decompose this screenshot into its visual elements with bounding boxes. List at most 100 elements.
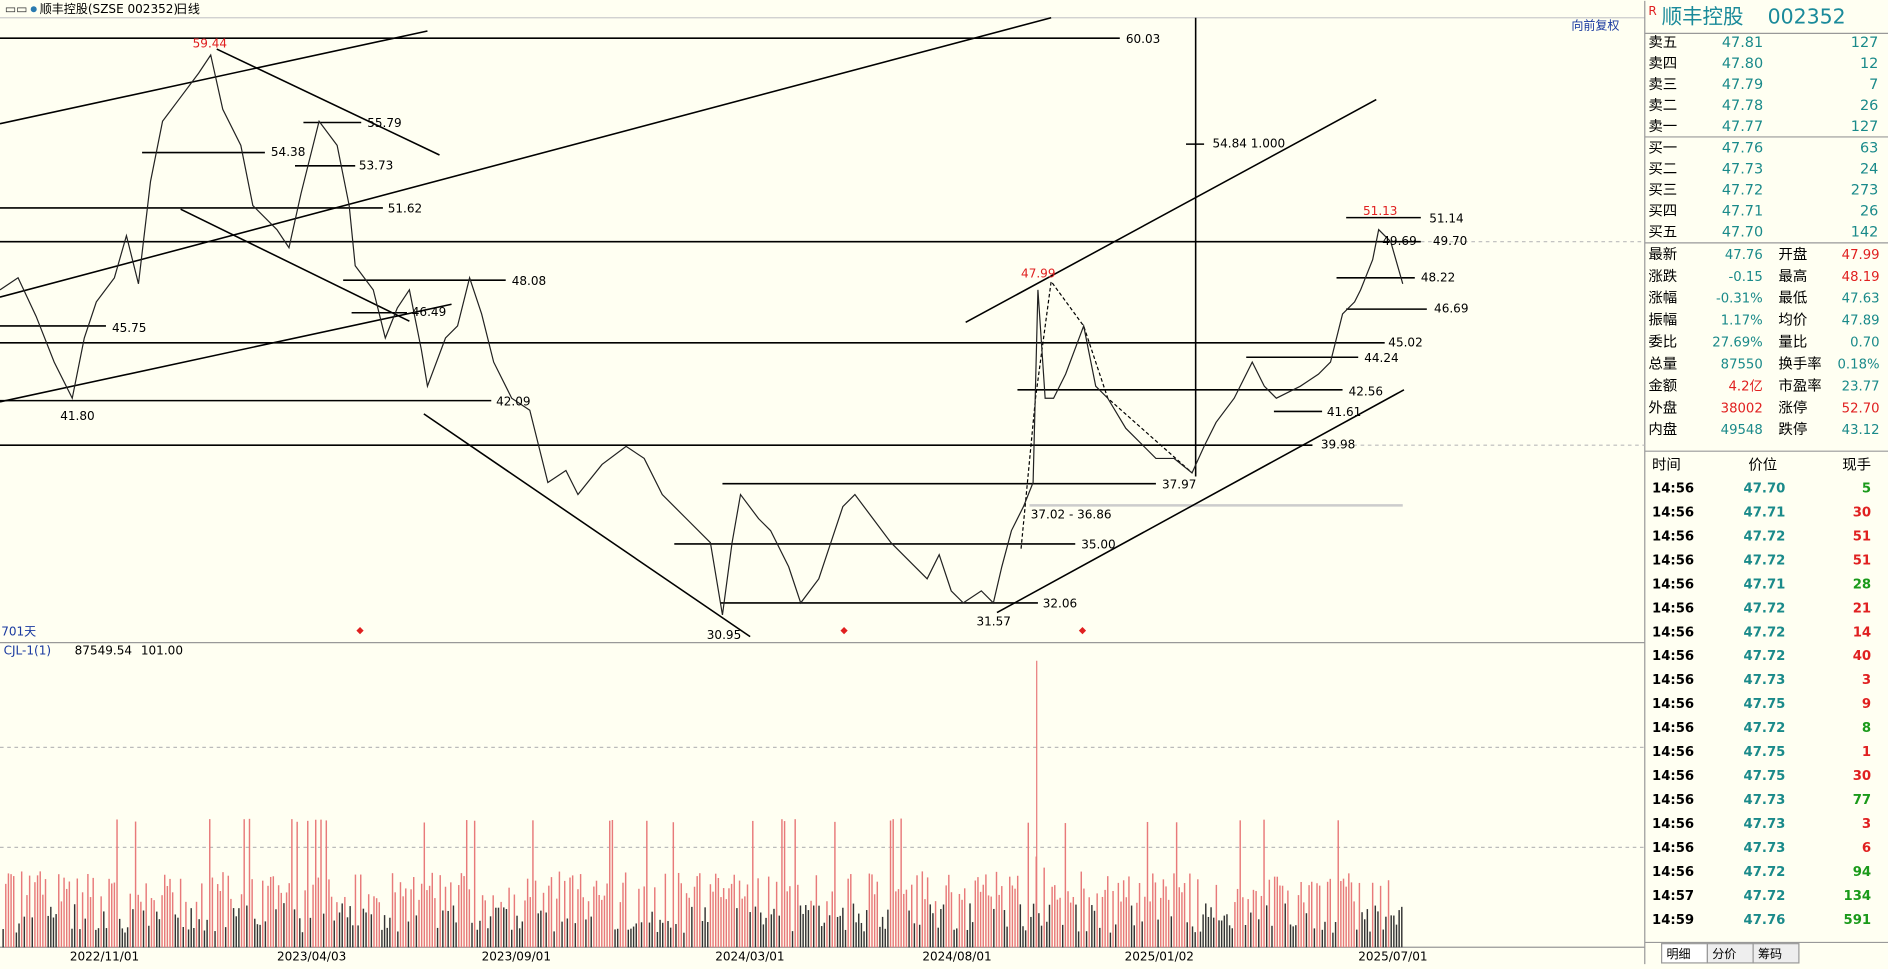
volume-bar — [1345, 886, 1347, 948]
volume-bar — [518, 928, 521, 948]
trade-price: 47.73 — [1744, 817, 1786, 832]
volume-bar — [1353, 901, 1355, 948]
volume-bar — [831, 891, 833, 948]
volume-bar — [314, 819, 317, 948]
volume-bar — [1040, 925, 1043, 948]
volume-bar — [163, 874, 166, 948]
volume-bar — [942, 904, 945, 948]
depth-label: 买一 — [1648, 139, 1677, 156]
volume-bar — [288, 883, 290, 948]
depth-volume: 26 — [1860, 203, 1878, 219]
price-label: 37.02 - 36.86 — [1031, 508, 1112, 522]
trade-price: 47.72 — [1744, 625, 1786, 640]
tab-label[interactable]: 明细 — [1666, 947, 1690, 961]
volume-bar — [622, 882, 624, 948]
tab-label[interactable]: 分价 — [1712, 947, 1736, 961]
volume-bar — [765, 917, 767, 948]
volume-bar — [383, 915, 386, 948]
stat-label: 总量 — [1648, 356, 1677, 373]
volume-bar — [1014, 888, 1016, 948]
volume-bar — [1340, 881, 1342, 948]
volume-bar — [1197, 879, 1199, 948]
stat-label: 量比 — [1778, 334, 1807, 351]
trade-price: 47.76 — [1744, 913, 1786, 928]
volume-bar — [900, 818, 902, 948]
volume-bar — [1165, 886, 1167, 948]
trade-time: 14:56 — [1652, 769, 1694, 784]
stat-value: 0.70 — [1850, 336, 1879, 351]
volume-bar — [243, 819, 245, 948]
price-label: 51.14 — [1429, 211, 1463, 225]
volume-bar — [320, 819, 322, 948]
stat-label: 涨跌 — [1648, 268, 1677, 285]
volume-bar — [1321, 929, 1324, 948]
volume-bar — [696, 876, 698, 948]
volume-bar — [1300, 881, 1302, 948]
tab[interactable] — [1752, 943, 1800, 964]
stat-value: -0.31% — [1716, 292, 1763, 307]
volume-bar — [1395, 924, 1398, 948]
volume-bar — [285, 892, 288, 948]
volume-bar — [985, 874, 987, 948]
volume-bar — [786, 891, 788, 948]
volume-bar — [640, 922, 643, 948]
volume-bar — [775, 881, 778, 948]
volume-bar — [455, 922, 457, 948]
volume-bar — [632, 926, 635, 948]
volume-bar — [545, 912, 547, 948]
window-icon: ▭▭ — [5, 2, 28, 16]
restore-mode[interactable]: 向前复权 — [1571, 18, 1619, 33]
volume-bar — [961, 899, 963, 948]
trade-time: 14:56 — [1652, 673, 1694, 688]
volume-bar — [1067, 891, 1069, 948]
volume-bar — [778, 915, 781, 948]
volume-bar — [452, 905, 455, 948]
volume-bar — [232, 908, 235, 948]
volume-bar — [169, 878, 171, 948]
volume-bar — [42, 894, 44, 948]
volume-bar — [216, 884, 219, 948]
volume-bar — [113, 882, 116, 948]
volume-bar — [820, 926, 823, 948]
volume-bar — [876, 881, 879, 948]
volume-bar — [1088, 897, 1090, 948]
volume-bar — [206, 919, 208, 948]
volume-bar — [836, 916, 839, 948]
volume-bar — [929, 904, 931, 948]
volume-bar — [691, 906, 693, 948]
volume-bar — [1220, 920, 1223, 948]
volume-bar — [574, 923, 577, 948]
price-label: 48.08 — [512, 274, 546, 288]
depth-label: 卖三 — [1648, 76, 1677, 93]
volume-bar — [651, 911, 653, 948]
volume-bar — [934, 901, 937, 948]
volume-bar — [161, 895, 163, 948]
volume-bar — [174, 914, 177, 948]
trend-line — [0, 16, 1052, 298]
volume-bar — [209, 819, 211, 948]
volume-bar — [1186, 922, 1188, 948]
trade-volume: 28 — [1853, 577, 1871, 592]
volume-bar — [1239, 820, 1241, 948]
volume-bar — [307, 820, 309, 948]
volume-bar — [407, 921, 410, 948]
volume-bar — [1401, 906, 1403, 948]
volume-bar — [1194, 932, 1196, 948]
volume-bar — [185, 901, 187, 948]
volume-bar — [521, 921, 524, 948]
volume-bar — [1141, 921, 1143, 948]
price-label: 49.70 — [1433, 234, 1467, 248]
volume-bar — [97, 928, 100, 948]
volume-bar — [945, 885, 947, 948]
period[interactable]: 日线 — [176, 2, 200, 16]
volume-bar — [1077, 931, 1080, 948]
volume-bar — [693, 886, 696, 948]
volume-bar — [627, 929, 630, 948]
depth-label: 买二 — [1648, 160, 1677, 177]
toolbar — [0, 0, 1645, 18]
indicator-name[interactable]: CJL-1(1) — [4, 644, 51, 658]
date-label: 2024/08/01 — [922, 949, 991, 963]
tab-label[interactable]: 筹码 — [1758, 947, 1782, 961]
volume-bar — [301, 932, 304, 948]
volume-bar — [397, 931, 399, 948]
